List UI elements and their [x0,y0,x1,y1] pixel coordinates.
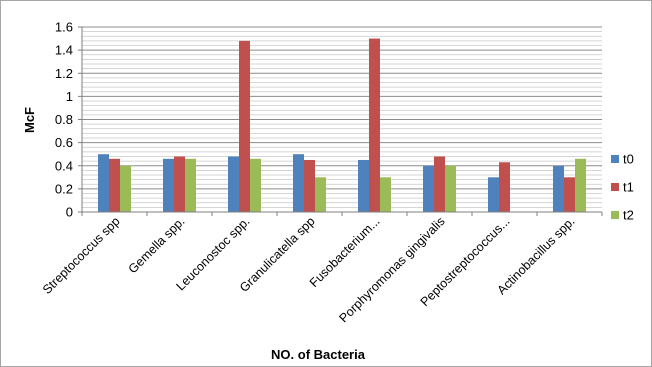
bar-t2 [250,158,261,212]
bar-t1 [304,159,315,212]
bar-t1 [239,40,250,212]
bar-t0 [228,156,239,212]
x-category-label: Streptococcus spp [40,214,123,297]
bar-t0 [553,165,564,212]
legend-label-t1: t1 [623,180,634,195]
bars [98,38,586,212]
gridlines [82,26,602,208]
bar-t0 [163,158,174,212]
y-tick-label: 0.6 [55,135,73,150]
legend-label-t2: t2 [623,208,634,223]
x-axis-title: NO. of Bacteria [271,347,366,362]
legend: t0 t1 t2 [611,152,634,223]
bar-t0 [293,154,304,212]
bar-t1 [109,158,120,212]
y-tick-label: 0 [66,205,73,220]
bar-t2 [445,165,456,212]
axes [81,27,603,216]
legend-label-t0: t0 [623,152,634,167]
y-tick-label: 1.6 [55,20,73,35]
legend-swatch-t0 [611,155,619,163]
bar-t1 [499,162,510,212]
x-category-label: Gemella spp. [126,214,188,276]
y-tick-label: 0.2 [55,181,73,196]
x-category-label: Fusobacterium... [307,214,383,290]
y-tick-label: 1.4 [55,43,73,58]
bar-t2 [185,158,196,212]
bar-t2 [575,158,586,212]
y-axis-title: McF [22,107,37,133]
bar-t0 [423,165,434,212]
y-axis-ticks: 0 0.2 0.4 0.6 0.8 1 1.2 1.4 1.6 [55,20,82,220]
y-tick-label: 1.2 [55,66,73,81]
bar-t1 [434,156,445,212]
bar-t2 [315,177,326,212]
bar-t2 [120,165,131,212]
legend-swatch-t2 [611,211,619,219]
bar-t0 [358,159,369,212]
bar-t2 [380,177,391,212]
bar-t0 [98,154,109,212]
bar-t1 [174,156,185,212]
y-tick-label: 1 [66,89,73,104]
legend-swatch-t1 [611,183,619,191]
bar-t1 [369,38,380,212]
x-category-label: Porphyromonas gingivalis [337,214,448,325]
bar-t1 [564,177,575,212]
x-axis-labels: Streptococcus spp Gemella spp.Leuconostoc… [40,214,578,325]
y-tick-label: 0.8 [55,112,73,127]
y-tick-label: 0.4 [55,158,73,173]
bar-t0 [488,177,499,212]
